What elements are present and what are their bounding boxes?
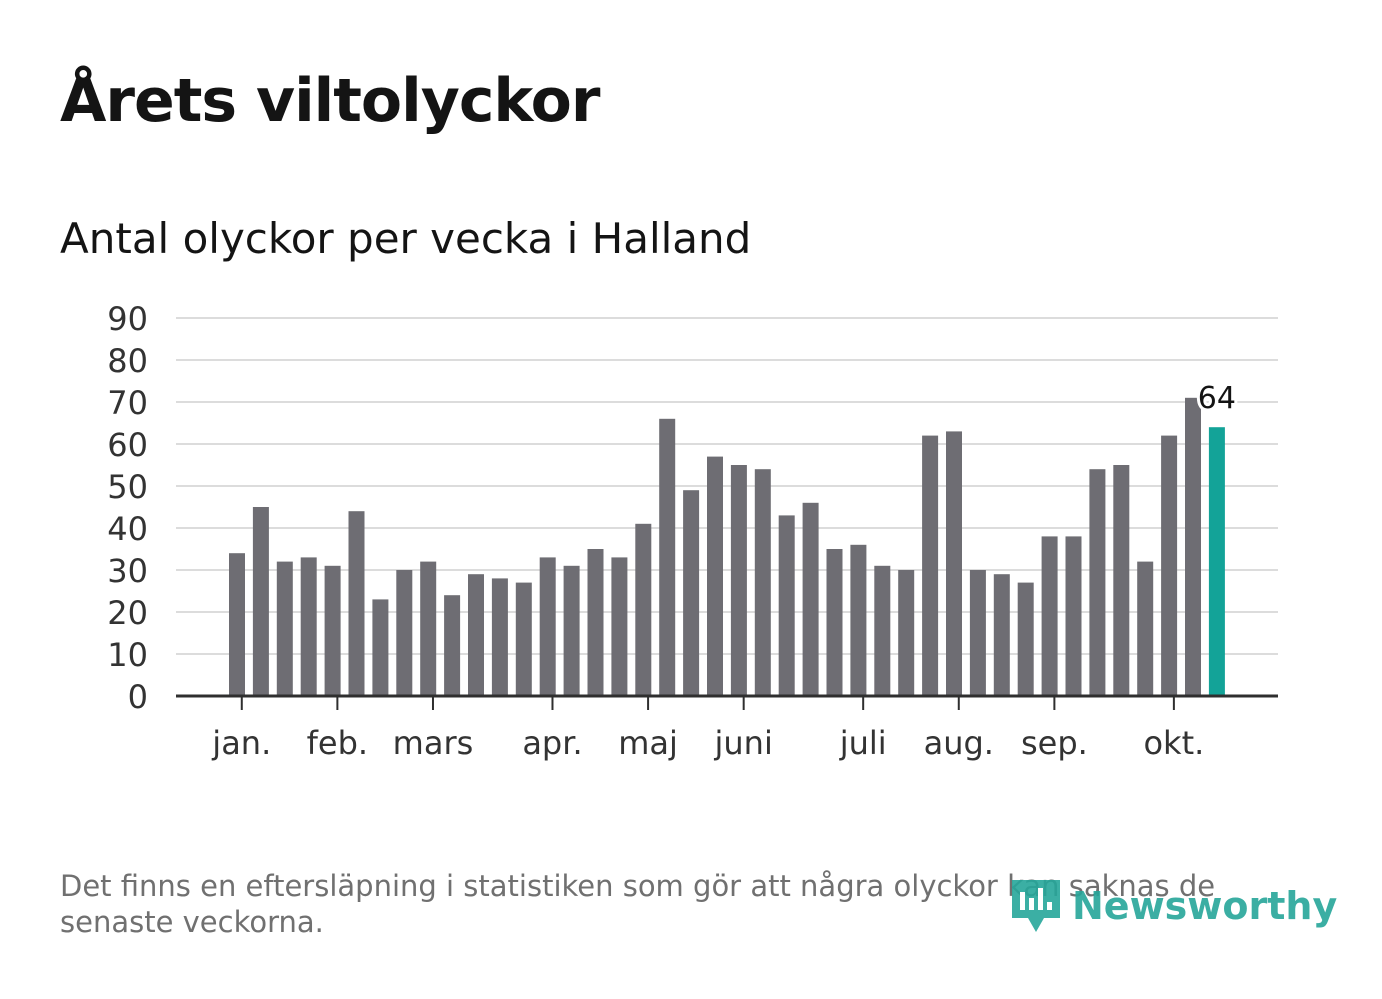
bar (1041, 536, 1058, 696)
bar (444, 595, 461, 696)
bar (563, 565, 580, 696)
bar (468, 574, 484, 696)
bar (635, 523, 652, 696)
bar-highlight (1208, 427, 1225, 696)
chart-title: Årets viltolyckor (60, 66, 600, 136)
bar (348, 511, 365, 696)
chart-subtitle: Antal olyckor per vecka i Halland (60, 214, 752, 263)
bar (850, 544, 867, 696)
bar (1137, 561, 1154, 696)
bar (252, 507, 269, 696)
x-tick-label: sep. (1021, 724, 1088, 762)
bar (324, 565, 341, 696)
bar (802, 502, 819, 696)
y-tick-label: 10 (107, 636, 148, 674)
bar (539, 557, 556, 696)
y-tick-label: 90 (107, 300, 148, 338)
y-tick-label: 80 (107, 342, 148, 380)
bar (754, 469, 771, 696)
x-tick-label: mars (393, 724, 474, 762)
x-tick-label: juni (714, 724, 773, 762)
bar (587, 549, 604, 696)
bar (611, 557, 628, 696)
x-tick-label: okt. (1143, 724, 1204, 762)
x-tick-label: aug. (924, 724, 994, 762)
bar (420, 561, 437, 696)
bar (922, 435, 939, 696)
annotations: 64 (1195, 378, 1239, 419)
bar (707, 456, 723, 696)
x-tick-label: jan. (211, 724, 271, 762)
y-tick-label: 30 (107, 552, 148, 590)
bar (730, 465, 747, 696)
bar (898, 570, 915, 696)
x-tick-label: apr. (522, 724, 582, 762)
bar (1113, 465, 1130, 696)
bar (515, 582, 532, 696)
bars (229, 397, 1225, 696)
newsworthy-logo: Newsworthy (1010, 878, 1337, 934)
bar-chart-badge-icon (1012, 880, 1060, 932)
y-axis-tick-labels: 0 10 20 30 40 50 60 70 80 90 (107, 300, 148, 716)
bar (659, 418, 676, 696)
bar (396, 570, 413, 696)
bar (372, 599, 389, 696)
bar (1185, 397, 1201, 696)
y-tick-label: 0 (128, 678, 148, 716)
bar (1065, 536, 1082, 696)
bar (826, 549, 843, 696)
x-tick-label: maj (618, 724, 678, 762)
y-tick-label: 60 (107, 426, 148, 464)
x-tick-label: feb. (307, 724, 368, 762)
bar (946, 431, 962, 696)
x-axis (176, 694, 1278, 710)
x-axis-tick-labels: jan. feb. mars apr. maj juni juli aug. sep. okt. (211, 724, 1204, 762)
y-tick-label: 40 (107, 510, 148, 548)
bar (993, 574, 1010, 696)
highlight-value-label: 64 (1198, 381, 1236, 416)
y-tick-label: 20 (107, 594, 148, 632)
bar (1089, 469, 1106, 696)
bar (276, 561, 293, 696)
logo-text: Newsworthy (1072, 884, 1338, 928)
bar (229, 553, 245, 696)
y-tick-label: 50 (107, 468, 148, 506)
gridlines (176, 317, 1278, 655)
bar (491, 578, 508, 696)
bar (874, 565, 891, 696)
bar (969, 570, 986, 696)
y-tick-label: 70 (107, 384, 148, 422)
bar (1161, 435, 1178, 696)
bar (778, 515, 795, 696)
bar (300, 557, 317, 696)
bar (683, 490, 700, 696)
x-tick-label: juli (839, 724, 887, 762)
bar (1017, 582, 1034, 696)
